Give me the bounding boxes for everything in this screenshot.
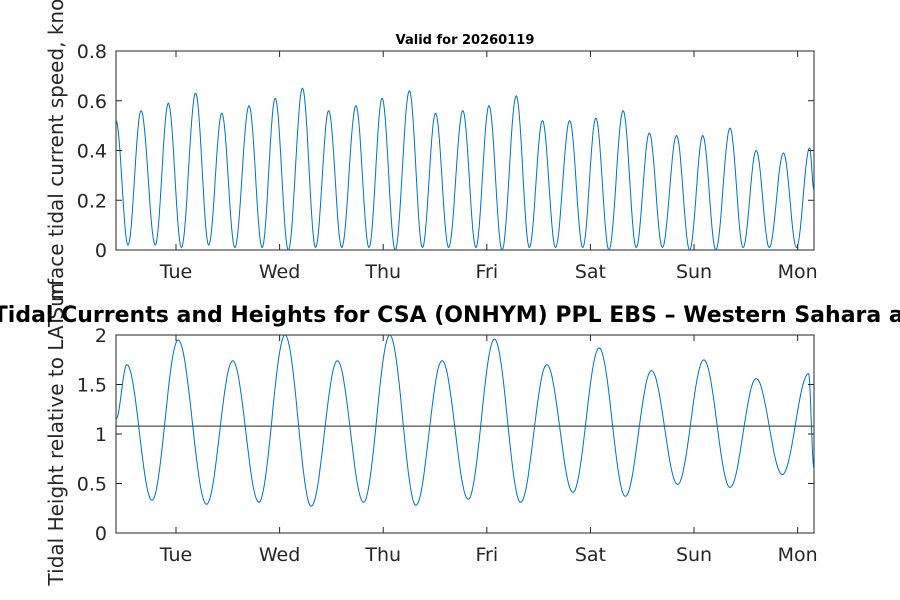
- y-tick-label: 0.4: [77, 141, 107, 163]
- x-tick-label: Mon: [778, 544, 818, 566]
- tidal-height-axes: [115, 334, 815, 534]
- current-speed-title: Valid for 20260119: [396, 33, 535, 48]
- current-speed-y-ticks: 0 0.2 0.4 0.6 0.8: [77, 41, 814, 262]
- tidal-height-panel: 0 0.5 1 1.5 2 Tue Wed Thu Fri Sat Sun Mon Tidal He…: [44, 283, 818, 587]
- tidal-height-x-ticks: Tue Wed Thu Fri Sat Sun Mon: [159, 335, 818, 566]
- y-tick-label: 1: [95, 424, 107, 446]
- x-tick-label: Tue: [159, 544, 192, 566]
- current-speed-line: [115, 87, 815, 251]
- x-tick-label: Fri: [475, 261, 498, 283]
- x-tick-label: Sun: [676, 261, 712, 283]
- x-tick-label: Thu: [364, 261, 401, 283]
- x-tick-label: Sat: [575, 544, 606, 566]
- tidal-height-y-label: Tidal Height relative to LAT, m: [44, 283, 68, 587]
- x-tick-label: Wed: [259, 544, 300, 566]
- x-tick-label: Fri: [475, 544, 498, 566]
- figure-title: Tidal Currents and Heights for CSA (ONHY…: [0, 303, 900, 328]
- y-tick-label: 0.8: [77, 41, 107, 63]
- x-tick-label: Wed: [259, 261, 300, 283]
- tidal-height-line: [115, 334, 815, 507]
- y-tick-label: 0: [95, 240, 107, 262]
- x-tick-label: Thu: [364, 544, 401, 566]
- x-tick-label: Mon: [778, 261, 818, 283]
- current-speed-axes: [115, 50, 815, 251]
- x-tick-label: Sat: [575, 261, 606, 283]
- y-tick-label: 0.5: [77, 474, 107, 496]
- y-tick-label: 1.5: [77, 375, 107, 397]
- x-tick-label: Sun: [676, 544, 712, 566]
- current-speed-x-ticks: Tue Wed Thu Fri Sat Sun Mon: [159, 51, 818, 283]
- y-tick-label: 0.2: [77, 190, 107, 212]
- current-speed-y-label: Surface tidal current speed, knots: [44, 0, 68, 320]
- y-tick-label: 0: [95, 523, 107, 545]
- current-speed-panel: 0 0.2 0.4 0.6 0.8 Tue Wed Thu Fri Sat Sun Mon Vali…: [44, 0, 818, 320]
- y-tick-label: 0.6: [77, 91, 107, 113]
- tidal-height-y-ticks: 0 0.5 1 1.5 2: [77, 325, 814, 545]
- x-tick-label: Tue: [159, 261, 192, 283]
- y-tick-label: 2: [95, 325, 107, 347]
